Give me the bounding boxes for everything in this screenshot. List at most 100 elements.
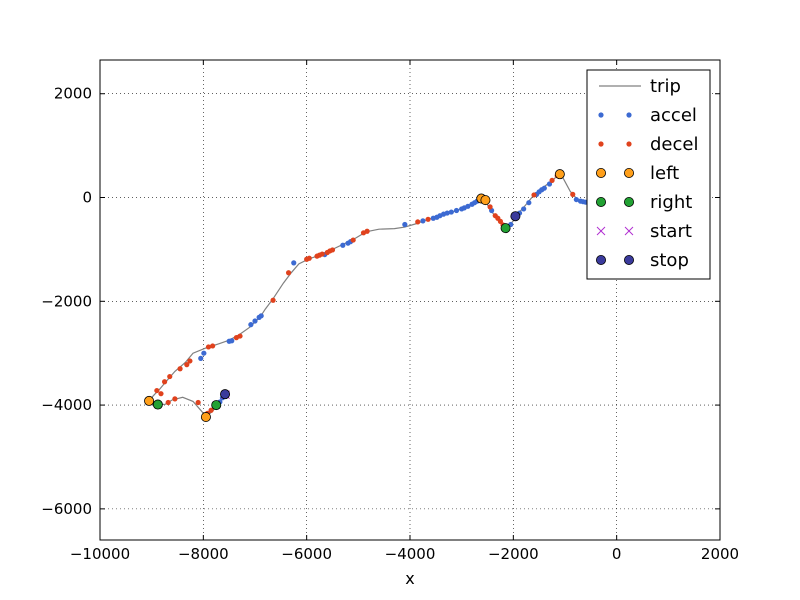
y-tick-label: 2000 [54, 85, 92, 103]
accel-point [402, 221, 408, 228]
left-point [144, 395, 155, 406]
legend-label: decel [650, 134, 698, 155]
x-tick-label: 0 [612, 545, 622, 563]
stop-point [510, 211, 521, 222]
decel-point [285, 270, 292, 276]
x-tick-label: −10000 [70, 545, 130, 563]
decel-point [487, 204, 493, 210]
right-point [152, 399, 163, 410]
y-tick-label: 0 [82, 189, 92, 207]
series-right [152, 223, 511, 411]
data-layer [144, 169, 589, 423]
accel-point [291, 260, 297, 266]
decel-point [210, 343, 216, 349]
accel-point [248, 322, 254, 328]
decel-point [270, 297, 276, 303]
y-tick-label: −2000 [41, 292, 92, 310]
legend-box [586, 69, 711, 280]
legend-item-accel: accel [598, 105, 697, 126]
accel-point [526, 200, 532, 206]
legend-swatch [598, 112, 604, 118]
decel-point [205, 344, 212, 350]
decel-point [549, 177, 555, 183]
decel-point [177, 366, 183, 372]
accel-point [340, 242, 346, 248]
decel-point [306, 255, 312, 261]
accel-point [444, 210, 450, 216]
legend-item-trip: trip [599, 76, 681, 97]
x-tick-label: −8000 [178, 545, 229, 563]
decel-point [319, 251, 325, 257]
decel-point [184, 362, 190, 368]
decel-point [570, 191, 576, 197]
accel-point [258, 313, 264, 319]
decel-point [350, 237, 356, 243]
accel-point [201, 350, 207, 356]
accel-point [573, 196, 579, 203]
x-tick-label: −6000 [281, 545, 332, 563]
legend-swatch [596, 254, 607, 265]
accel-point [521, 206, 527, 212]
cross-stroke [624, 226, 634, 236]
accel-point [229, 338, 235, 344]
decel-point [172, 396, 178, 402]
legend-label: right [650, 192, 692, 213]
decel-point [187, 358, 193, 364]
x-tick-label: −2000 [488, 545, 539, 563]
legend-swatch [626, 141, 632, 147]
decel-point [364, 228, 370, 234]
left-point [480, 195, 491, 206]
y-tick-label: −6000 [41, 500, 92, 518]
accel-point [453, 207, 460, 214]
accel-point [420, 218, 426, 224]
accel-point [252, 318, 258, 324]
decel-point [158, 391, 164, 397]
decel-point [208, 407, 214, 413]
accel-point [541, 185, 547, 191]
accel-point [546, 181, 553, 187]
left-point [554, 169, 565, 180]
legend-label: left [650, 163, 679, 184]
legend-swatch [624, 167, 635, 178]
legend-swatch [626, 112, 632, 118]
decel-point [165, 399, 171, 406]
accel-point [448, 209, 454, 215]
stop-point [220, 389, 231, 400]
x-axis-label: x [405, 569, 414, 588]
legend-swatch [596, 226, 606, 236]
decel-point [167, 373, 173, 380]
series-stop [220, 211, 521, 400]
legend-label: trip [650, 76, 681, 97]
legend-label: accel [650, 105, 697, 126]
decel-point [425, 216, 431, 222]
decel-point [154, 387, 160, 394]
decel-point [415, 219, 421, 225]
left-point [200, 412, 211, 423]
legend-item-right: right [596, 192, 692, 213]
legend-swatch [596, 167, 607, 178]
right-point [211, 400, 222, 411]
legend-swatch [624, 226, 634, 236]
axis-ticks: −10000 −8000 −6000 −4000 −2000 0 2000 2000 0 −200… [41, 60, 739, 563]
right-point [500, 223, 511, 234]
decel-point [497, 218, 504, 224]
legend: trip accel decel left right start stop [586, 69, 711, 280]
legend-swatch [598, 141, 604, 147]
decel-point [531, 192, 537, 198]
legend-label: start [650, 221, 692, 242]
legend-swatch [624, 196, 635, 207]
series-left [144, 169, 565, 423]
cross-stroke [596, 226, 606, 236]
decel-point [195, 399, 201, 406]
y-tick-label: −4000 [41, 396, 92, 414]
legend-swatch [624, 254, 635, 265]
decel-point [237, 333, 243, 339]
legend-item-start: start [596, 221, 692, 242]
decel-point [161, 379, 168, 385]
legend-label: stop [650, 250, 689, 271]
accel-point [465, 203, 471, 209]
accel-point [198, 355, 204, 361]
legend-swatch [596, 196, 607, 207]
legend-item-stop: stop [596, 250, 689, 271]
